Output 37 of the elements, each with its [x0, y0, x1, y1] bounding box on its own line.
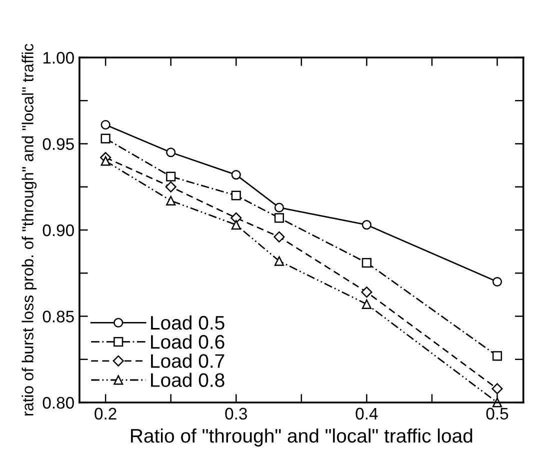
y-tick-label: 0.85 — [42, 310, 74, 322]
point — [166, 148, 176, 158]
x-tick-label: 0.5 — [486, 408, 508, 420]
point — [362, 220, 372, 230]
x-tick-label: 0.4 — [356, 408, 378, 420]
point — [230, 212, 242, 224]
point — [274, 213, 284, 223]
point — [231, 190, 241, 200]
x-axis-title: Ratio of "through" and "local" traffic load — [131, 428, 472, 447]
point — [492, 351, 502, 361]
legend-label: Load 0.8 — [151, 372, 224, 387]
point — [165, 181, 176, 192]
point — [100, 156, 110, 166]
y-tick-label: 0.80 — [42, 396, 74, 409]
y-axis-title: ratio of burst loss prob. of "through" and "local" traffic — [22, 44, 37, 416]
y-tick-label: 0.95 — [42, 138, 74, 150]
legend-label: Load 0.5 — [151, 315, 224, 330]
point — [361, 286, 372, 298]
y-tick-label: 0.90 — [42, 224, 74, 236]
y-tick-label: 1.00 — [43, 52, 74, 64]
x-tick-label: 0.2 — [94, 408, 116, 420]
point — [231, 170, 241, 180]
legend-label: Load 0.7 — [151, 354, 224, 368]
point — [274, 256, 284, 266]
point — [100, 120, 110, 130]
point — [274, 231, 285, 242]
point — [100, 134, 110, 144]
x-tick-label: 0.3 — [225, 408, 247, 420]
point — [362, 258, 372, 268]
point — [231, 220, 241, 230]
point — [492, 383, 503, 394]
point — [362, 299, 372, 309]
point — [492, 276, 502, 287]
point — [166, 196, 176, 206]
point — [166, 172, 176, 182]
point — [274, 202, 284, 212]
legend-label: Load 0.6 — [151, 334, 224, 349]
